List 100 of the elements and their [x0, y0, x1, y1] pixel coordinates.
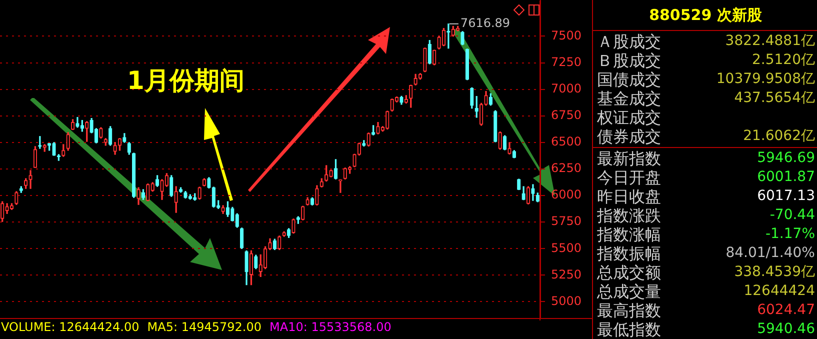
candlestick [174, 186, 178, 213]
candlestick [338, 179, 342, 193]
candlestick [460, 31, 464, 46]
y-tick-label: 5500 [551, 240, 582, 255]
y-tick-label: 7250 [551, 54, 582, 69]
candlestick [465, 48, 470, 80]
candlestick [324, 165, 328, 182]
candlestick [10, 203, 14, 210]
candlestick [536, 192, 540, 202]
candlestick [292, 218, 296, 234]
text: 5946.69 [757, 150, 815, 166]
candlestick [122, 133, 126, 143]
candlestick [14, 191, 18, 205]
annotation: 1月份期间 [127, 65, 244, 97]
text: 437.5654亿 [734, 90, 815, 106]
candlestick [479, 102, 484, 126]
category-label: 最新指数 [597, 149, 661, 168]
category-label: 指数涨幅 [597, 225, 661, 244]
text: 2.5120亿 [752, 52, 815, 68]
annotation: 7616.89 [460, 16, 510, 30]
text: 6024.47 [757, 302, 815, 318]
text: MA10: 15533568.00 [270, 320, 392, 334]
category-label: 最低指数 [597, 320, 661, 339]
candlestick [146, 184, 150, 202]
candlestick [80, 120, 84, 132]
text: 5940.46 [757, 321, 815, 337]
candlestick [155, 175, 160, 187]
candlestick [216, 200, 220, 209]
candlestick [357, 142, 362, 156]
candlestick [306, 197, 310, 206]
y-tick-label: 5250 [551, 267, 582, 282]
candlestick [244, 250, 248, 286]
text: 6017.13 [757, 188, 815, 204]
candlestick [474, 96, 478, 118]
candlestick [28, 170, 32, 189]
candlestick [104, 138, 108, 146]
candlestick [484, 91, 488, 106]
candlestick [170, 175, 174, 197]
category-label: Ｂ股成交 [597, 51, 661, 70]
category-label: 权证成交 [597, 108, 661, 127]
candlestick [19, 186, 23, 193]
candlestick [132, 152, 136, 198]
candlestick [202, 178, 206, 186]
text: MA5: 14945792.00 [147, 320, 262, 334]
candlestick [141, 189, 146, 200]
category-label: 最高指数 [597, 301, 661, 320]
candlestick [178, 187, 183, 193]
candlestick [226, 201, 230, 217]
text: 3822.4881亿 [725, 33, 815, 49]
category-label: 总成交额 [597, 263, 661, 282]
text: VOLUME: 12644424.00 [1, 320, 140, 334]
candlestick [522, 186, 526, 200]
text: -1.17% [765, 226, 815, 242]
text: 338.4539亿 [734, 264, 815, 280]
candlestick [85, 121, 89, 142]
text: 10379.9508亿 [716, 71, 815, 87]
candlestick [24, 178, 28, 189]
candlestick [212, 186, 216, 208]
candlestick [38, 136, 42, 149]
category-label: 国债成交 [597, 70, 661, 89]
candlestick [446, 24, 450, 49]
y-tick-label: 7000 [551, 81, 582, 96]
category-label: 债券成交 [597, 127, 661, 146]
candlestick [498, 131, 502, 150]
candlestick [502, 135, 507, 150]
candlestick [315, 185, 319, 206]
candlestick [531, 184, 535, 201]
text: -70.44 [770, 207, 815, 223]
candlestick [301, 206, 305, 220]
candlestick [400, 96, 404, 105]
text: 84.01/1.40% [726, 245, 815, 261]
text: 6001.87 [757, 169, 815, 185]
category-label: 基金成交 [597, 89, 661, 108]
candlestick [488, 93, 493, 106]
category-label: 昨日收盘 [597, 187, 661, 206]
category-label: 指数涨跌 [597, 206, 661, 225]
candlestick [62, 144, 66, 157]
text: 880529 次新股 [648, 6, 763, 25]
candlestick [188, 194, 192, 200]
y-tick-label: 6750 [551, 108, 582, 122]
category-label: 指数振幅 [597, 244, 661, 263]
candlestick [33, 146, 38, 168]
candlestick [526, 186, 530, 204]
candlestick [320, 178, 324, 188]
y-tick-label: 6500 [551, 134, 582, 149]
candlestick [263, 246, 268, 270]
candlestick [113, 142, 117, 155]
candlestick [136, 187, 140, 205]
candlestick [99, 127, 103, 139]
candlestick [127, 142, 131, 155]
category-label: 总成交量 [597, 282, 661, 301]
y-tick-label: 6250 [551, 161, 582, 176]
text: 12644424 [744, 283, 815, 299]
candlestick [108, 126, 112, 146]
candlestick [198, 186, 202, 200]
candlestick [207, 177, 211, 188]
y-tick-label: 6000 [551, 188, 582, 202]
candlestick [423, 48, 427, 72]
candlestick [512, 150, 516, 158]
candlestick [42, 144, 46, 152]
